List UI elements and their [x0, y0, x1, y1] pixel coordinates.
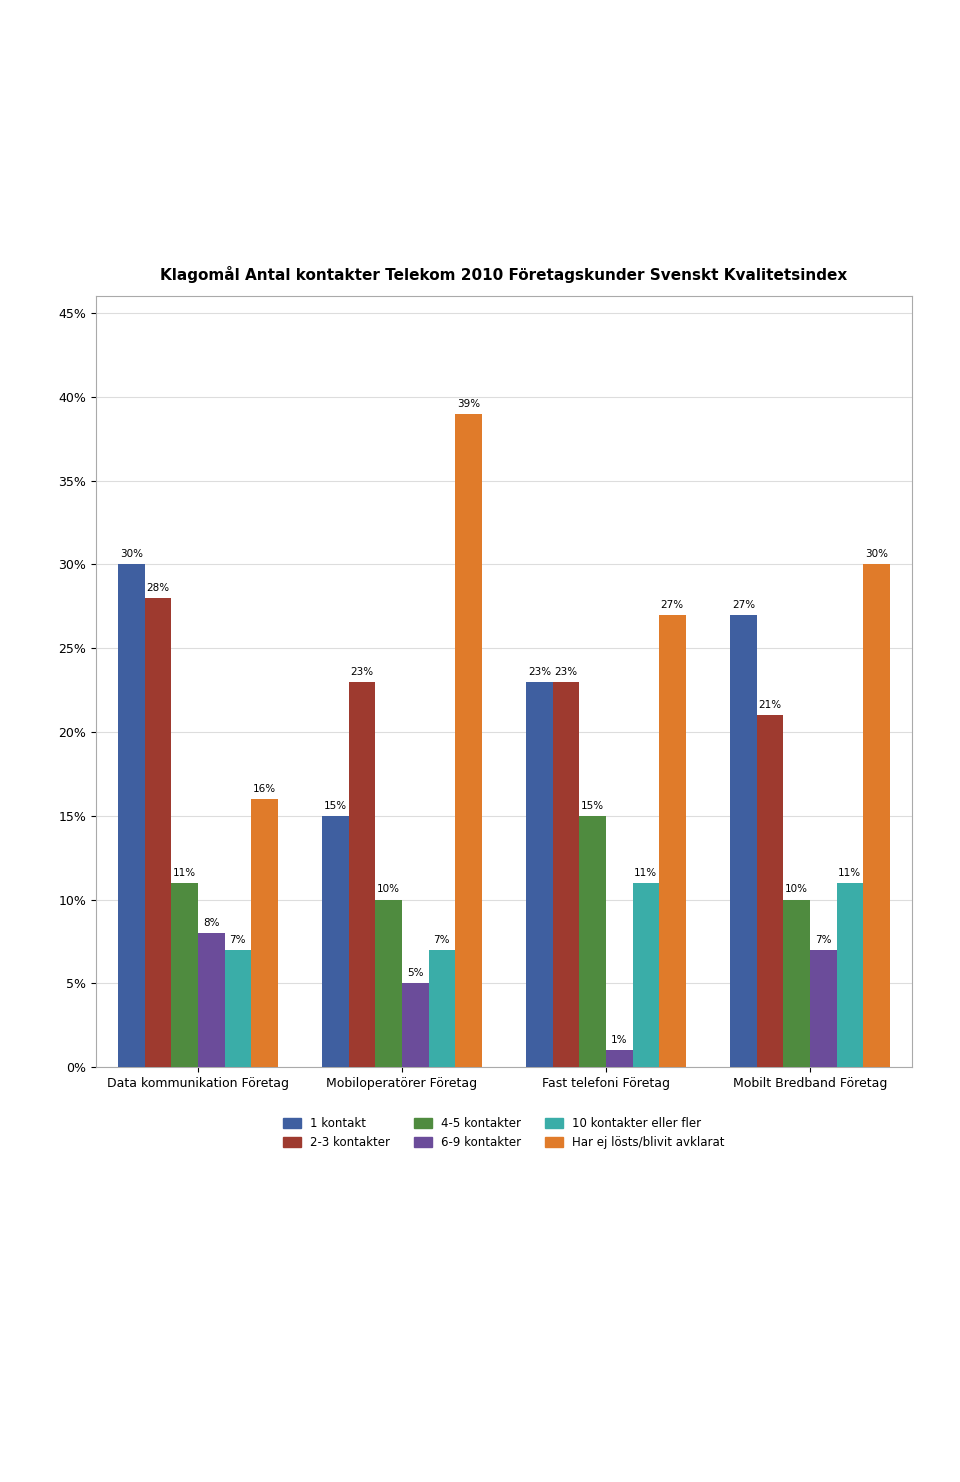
- Text: 15%: 15%: [581, 800, 604, 811]
- Text: 10%: 10%: [785, 885, 808, 895]
- Bar: [145, 597, 172, 1067]
- Bar: [756, 716, 783, 1067]
- Text: 23%: 23%: [528, 667, 551, 677]
- Text: 5%: 5%: [407, 968, 423, 978]
- Text: 8%: 8%: [203, 917, 220, 928]
- Bar: [580, 815, 606, 1067]
- Bar: [118, 565, 145, 1067]
- Text: 1%: 1%: [611, 1036, 628, 1045]
- Text: 11%: 11%: [635, 868, 658, 877]
- Bar: [526, 682, 553, 1067]
- Text: 39%: 39%: [457, 399, 480, 409]
- Bar: [252, 799, 277, 1067]
- Text: 7%: 7%: [815, 935, 831, 944]
- Bar: [402, 983, 428, 1067]
- Bar: [633, 883, 659, 1067]
- Title: Klagomål Antal kontakter Telekom 2010 Företagskunder Svenskt Kvalitetsindex: Klagomål Antal kontakter Telekom 2010 Fö…: [160, 265, 848, 283]
- Bar: [198, 934, 225, 1067]
- Text: 27%: 27%: [660, 600, 684, 609]
- Bar: [323, 815, 349, 1067]
- Bar: [659, 615, 685, 1067]
- Bar: [783, 900, 810, 1067]
- Bar: [455, 413, 482, 1067]
- Legend: 1 kontakt, 2-3 kontakter, 4-5 kontakter, 6-9 kontakter, 10 kontakter eller fler,: 1 kontakt, 2-3 kontakter, 4-5 kontakter,…: [278, 1113, 730, 1153]
- Bar: [375, 900, 402, 1067]
- Text: 30%: 30%: [865, 550, 888, 559]
- Bar: [225, 950, 252, 1067]
- Bar: [349, 682, 375, 1067]
- Text: 11%: 11%: [838, 868, 861, 877]
- Bar: [428, 950, 455, 1067]
- Bar: [863, 565, 890, 1067]
- Text: 11%: 11%: [173, 868, 196, 877]
- Text: 27%: 27%: [732, 600, 756, 609]
- Text: 30%: 30%: [120, 550, 143, 559]
- Text: 23%: 23%: [350, 667, 373, 677]
- Text: 28%: 28%: [147, 582, 170, 593]
- Bar: [810, 950, 836, 1067]
- Bar: [553, 682, 580, 1067]
- Text: 15%: 15%: [324, 800, 348, 811]
- Bar: [731, 615, 756, 1067]
- Text: 10%: 10%: [377, 885, 400, 895]
- Text: 7%: 7%: [434, 935, 450, 944]
- Bar: [836, 883, 863, 1067]
- Bar: [172, 883, 198, 1067]
- Text: 23%: 23%: [555, 667, 578, 677]
- Text: 21%: 21%: [758, 700, 781, 710]
- Bar: [606, 1051, 633, 1067]
- Text: 7%: 7%: [229, 935, 246, 944]
- Text: 16%: 16%: [252, 784, 276, 794]
